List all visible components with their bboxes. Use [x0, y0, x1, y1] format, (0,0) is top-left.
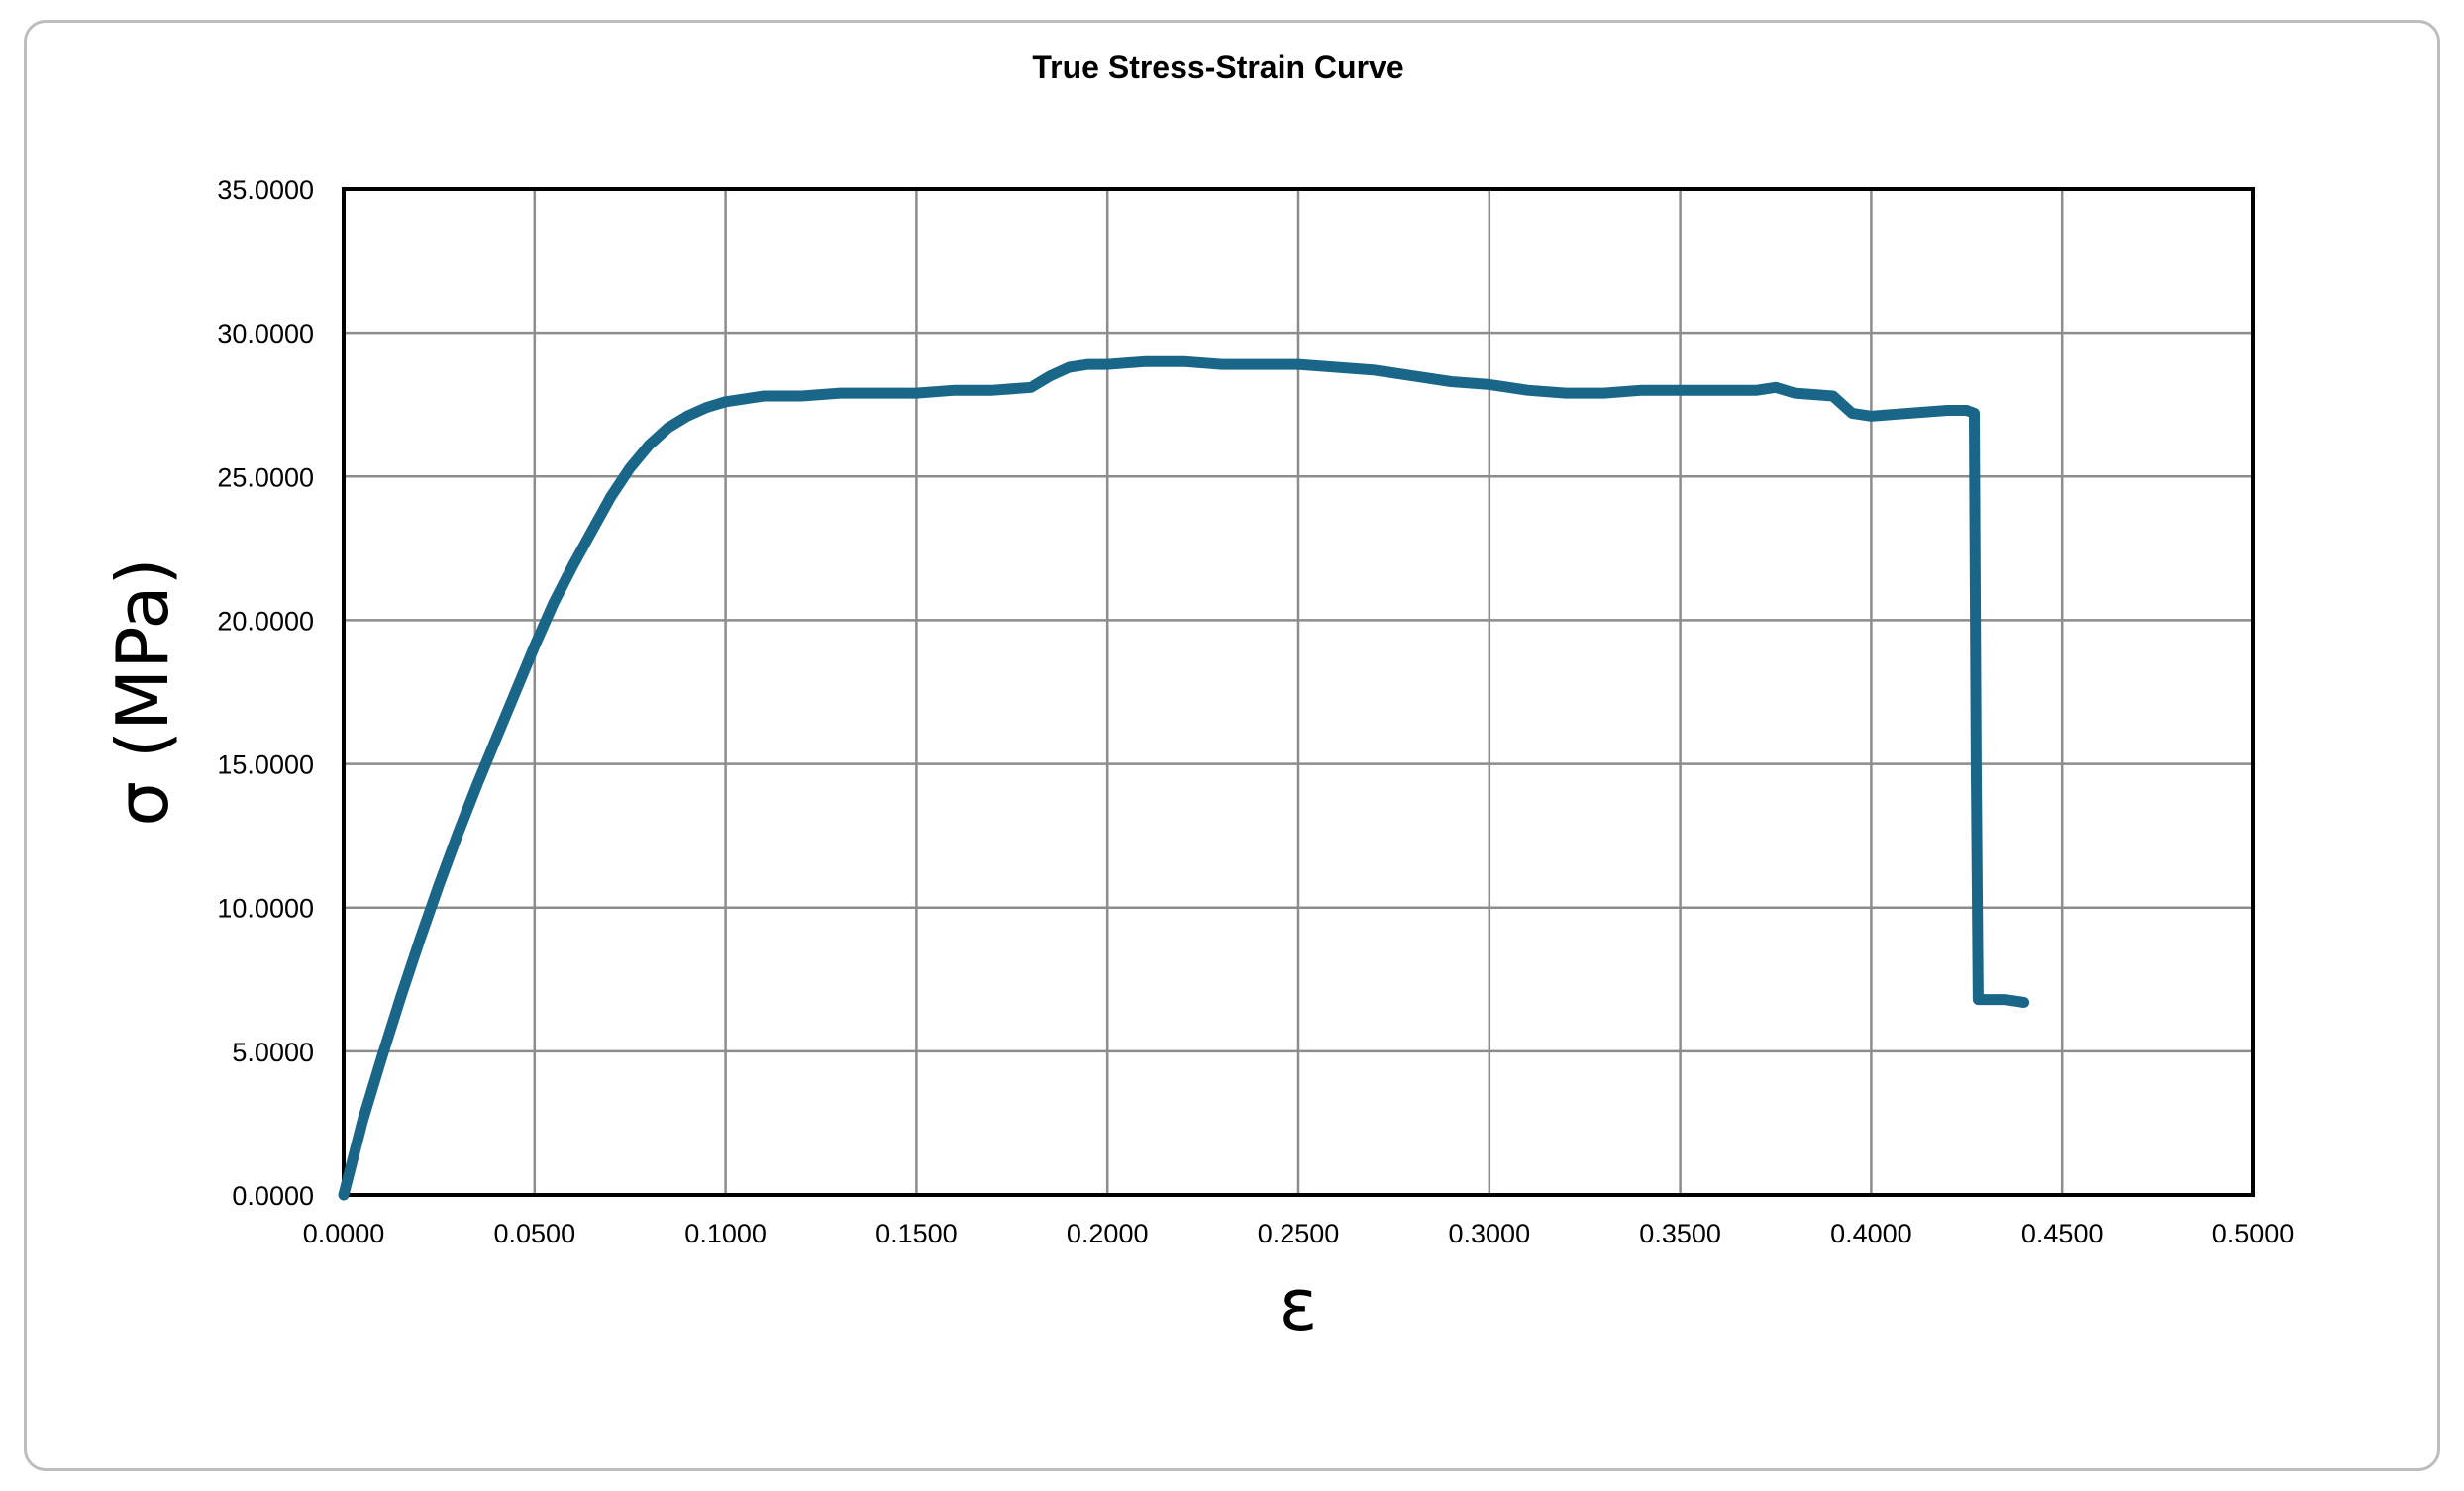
x-tick-label: 0.0500: [494, 1219, 576, 1248]
y-tick-label: 20.0000: [217, 606, 314, 636]
y-tick-label: 0.0000: [232, 1181, 314, 1211]
grid: [344, 189, 2253, 1195]
stress-strain-chart: True Stress-Strain Curve 0.0000 5.0000 10.…: [101, 50, 2295, 1346]
x-axis-label: ε: [1280, 1263, 1318, 1346]
x-tick-label: 0.4500: [2021, 1219, 2104, 1248]
x-tick-label: 0.5000: [2212, 1219, 2295, 1248]
chart-title: True Stress-Strain Curve: [1032, 50, 1403, 85]
x-tick-label: 0.2000: [1067, 1219, 1149, 1248]
x-tick-label: 0.3000: [1449, 1219, 1531, 1248]
y-tick-label: 5.0000: [232, 1038, 314, 1067]
x-tick-label: 0.4000: [1830, 1219, 1912, 1248]
y-tick-label: 35.0000: [217, 175, 314, 205]
x-tick-label: 0.1000: [684, 1219, 767, 1248]
chart-frame: True Stress-Strain Curve 0.0000 5.0000 10.…: [24, 20, 2440, 1471]
x-tick-label: 0.1500: [875, 1219, 958, 1248]
y-axis-ticks: 0.0000 5.0000 10.0000 15.0000 20.0000 25.0000…: [217, 175, 314, 1211]
series-line-true-stress: [338, 355, 2030, 1201]
y-axis-label: σ (MPa): [101, 557, 184, 826]
x-axis-ticks: 0.0000 0.0500 0.1000 0.1500 0.2000 0.2500 0.30…: [303, 1219, 2295, 1248]
x-tick-label: 0.2500: [1258, 1219, 1340, 1248]
y-tick-label: 30.0000: [217, 319, 314, 348]
y-tick-label: 15.0000: [217, 750, 314, 780]
x-tick-label: 0.3500: [1639, 1219, 1721, 1248]
x-tick-label: 0.0000: [303, 1219, 385, 1248]
y-tick-label: 25.0000: [217, 462, 314, 492]
plot-area-border: [342, 187, 2255, 1197]
y-tick-label: 10.0000: [217, 894, 314, 924]
